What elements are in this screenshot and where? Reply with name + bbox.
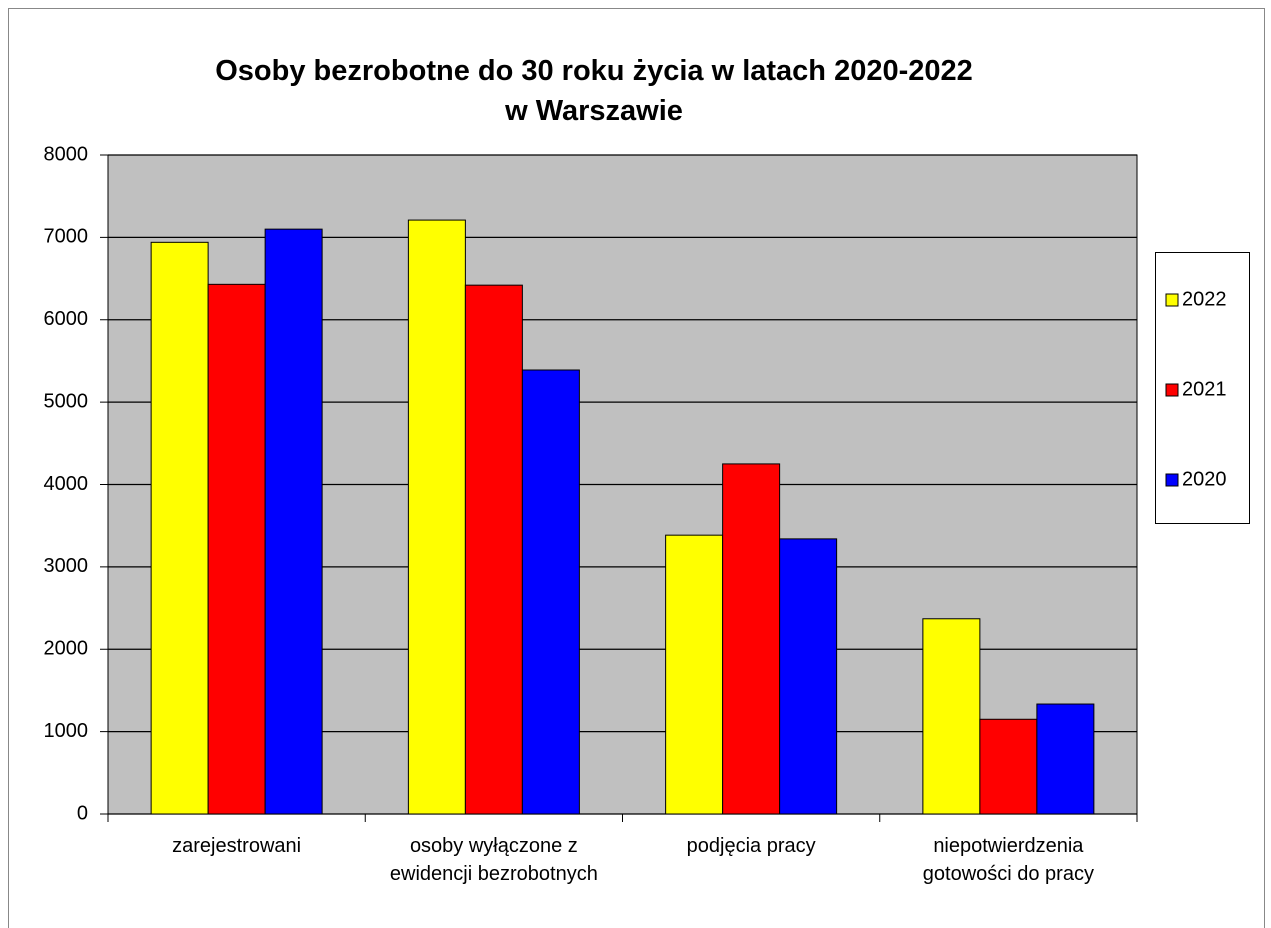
bar: [665, 534, 724, 815]
bar: [464, 284, 523, 815]
y-tick-label: 8000: [44, 143, 89, 165]
y-tick-label: 5000: [44, 390, 89, 412]
bar: [264, 228, 323, 815]
bar: [922, 618, 981, 815]
chart-title: Osoby bezrobotne do 30 roku życia w lata…: [215, 55, 973, 127]
x-tick-label: osoby wyłączone z ewidencji bezrobotnych: [389, 835, 598, 885]
y-tick-label: 4000: [44, 473, 89, 495]
y-tick-label: 2000: [44, 638, 89, 660]
legend-swatch: [1165, 293, 1179, 307]
y-tick-label: 3000: [44, 555, 89, 577]
y-tick-label: 7000: [44, 226, 89, 248]
legend-label: 2022: [1182, 288, 1227, 310]
y-tick-label: 1000: [44, 720, 89, 742]
x-tick-label: podjęcia pracy: [686, 835, 816, 857]
y-tick-label: 6000: [44, 308, 89, 330]
bar: [207, 283, 266, 815]
bar: [979, 718, 1038, 815]
bar: [521, 369, 580, 815]
bar: [722, 463, 781, 815]
y-tick-label: 0: [77, 802, 88, 824]
bar: [407, 219, 466, 815]
legend-label: 2020: [1182, 468, 1227, 490]
legend-swatch: [1165, 473, 1179, 487]
x-tick-label: zarejestrowani: [172, 835, 302, 857]
x-tick-label: niepotwierdzenia gotowości do pracy: [922, 835, 1094, 885]
legend-swatch: [1165, 383, 1179, 397]
bar: [1036, 703, 1095, 815]
legend-label: 2021: [1182, 378, 1227, 400]
bar: [779, 538, 838, 815]
bar: [150, 241, 209, 815]
